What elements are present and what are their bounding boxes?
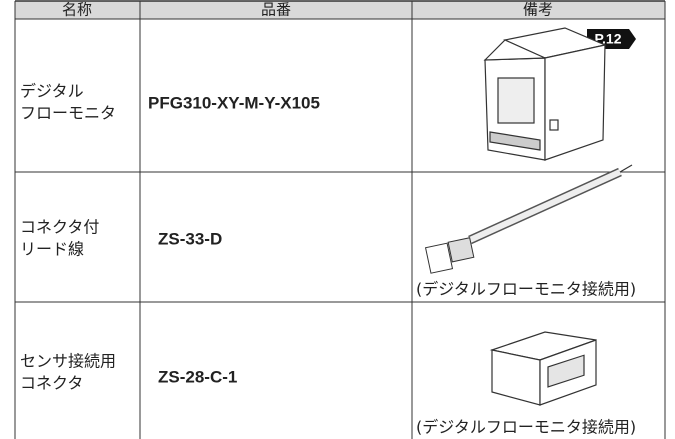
note: (デジタルフローモニタ接続用)	[416, 418, 636, 437]
part-number: PFG310-XY-M-Y-X105	[148, 93, 320, 112]
device-illustration	[483, 27, 607, 161]
name-line: コネクタ	[20, 374, 83, 393]
header-band	[15, 1, 665, 19]
table-lines	[14, 0, 666, 439]
cable-illustration	[424, 164, 633, 274]
header-cell: 品番	[261, 1, 291, 19]
connector-illustration	[489, 331, 597, 406]
part-number: ZS-28-C-1	[158, 367, 237, 386]
page-ref: P.12	[595, 31, 622, 47]
name-line: デジタル	[20, 82, 84, 101]
name-line: フローモニタ	[20, 104, 116, 123]
header-cell: 名称	[62, 1, 92, 19]
name-line: センサ接続用	[20, 352, 116, 371]
part-number: ZS-33-D	[158, 229, 222, 248]
header-cell: 備考	[523, 1, 553, 19]
note: (デジタルフローモニタ接続用)	[416, 280, 636, 299]
name-line: リード線	[20, 240, 84, 259]
name-line: コネクタ付	[20, 218, 99, 237]
